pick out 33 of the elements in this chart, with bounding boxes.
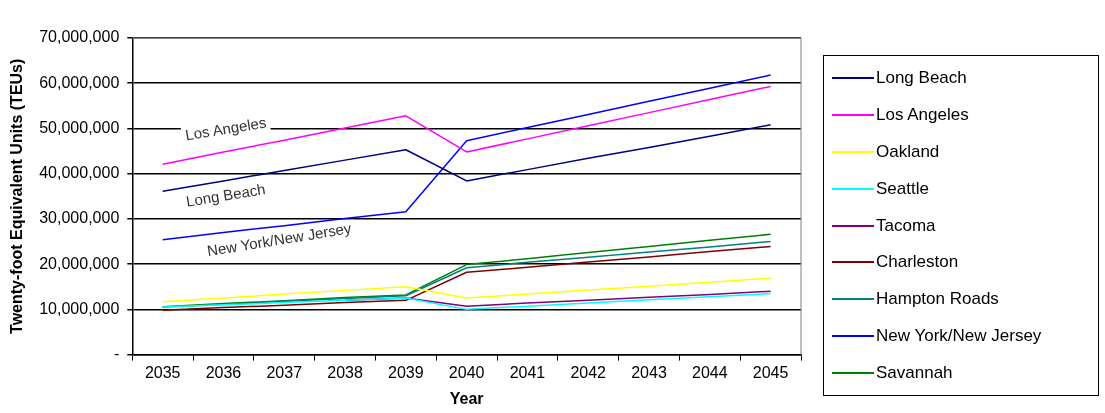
y-tick-label: 10,000,000	[39, 299, 120, 317]
legend-label: Oakland	[876, 141, 940, 162]
y-tick-label: 60,000,000	[39, 73, 120, 91]
annotation: New York/New Jersey	[205, 219, 353, 260]
legend-label: Long Beach	[876, 68, 967, 89]
x-tick-label: 2041	[509, 363, 546, 381]
x-tick-label: 2035	[144, 363, 181, 381]
x-axis-title: Year	[449, 389, 484, 407]
x-tick-label: 2038	[327, 363, 363, 381]
x-tick-label: 2043	[631, 363, 667, 381]
y-tick-label: 40,000,000	[39, 164, 120, 182]
legend-label: Charleston	[876, 252, 959, 273]
x-tick-label: 2039	[388, 363, 424, 381]
legend-label: Tacoma	[876, 215, 936, 236]
y-tick-label: 20,000,000	[39, 254, 120, 272]
annotation: Los Angeles	[184, 113, 268, 144]
x-tick-label: 2040	[448, 363, 485, 381]
legend-label: Hampton Roads	[876, 289, 999, 310]
annotation: Long Beach	[184, 180, 267, 210]
y-tick-label: 70,000,000	[39, 28, 120, 46]
x-tick-label: 2045	[752, 363, 789, 381]
x-tick-label: 2042	[570, 363, 607, 381]
legend-label: Savannah	[876, 362, 953, 383]
y-tick-label: 30,000,000	[39, 209, 120, 227]
y-tick-label: -	[113, 345, 120, 363]
y-tick-label: 50,000,000	[39, 118, 120, 136]
legend-label: Los Angeles	[876, 105, 969, 126]
x-tick-label: 2044	[692, 363, 728, 381]
legend-label: Seattle	[876, 178, 929, 199]
x-tick-label: 2036	[205, 363, 242, 381]
legend-label: New York/New Jersey	[876, 325, 1042, 346]
y-axis-title: Twenty-foot Equivalent Units (TEUs)	[8, 58, 26, 334]
x-tick-label: 2037	[266, 363, 303, 381]
